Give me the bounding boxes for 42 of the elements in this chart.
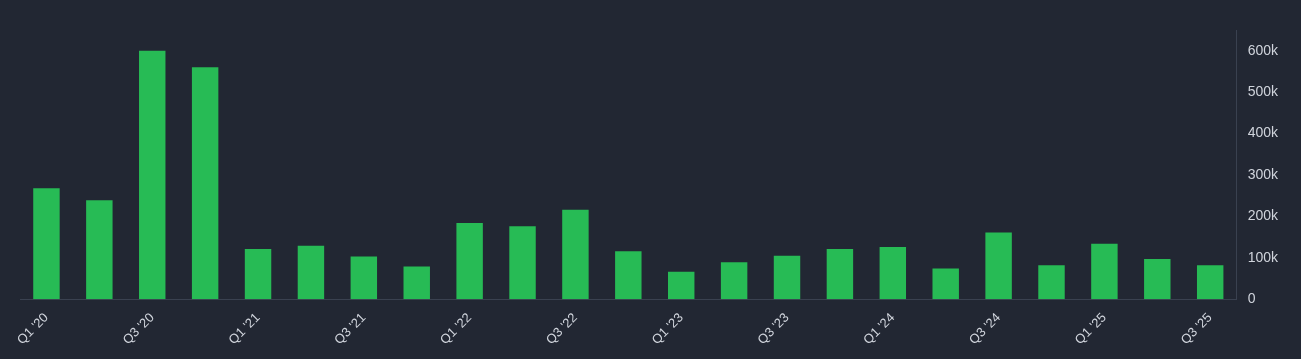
x-tick-label: Q3 '21 [331, 309, 369, 348]
bar [86, 200, 113, 300]
y-tick-label: 0 [1247, 290, 1256, 307]
bar [615, 251, 642, 300]
x-tick-label: Q1 '20 [13, 309, 52, 348]
bar [1196, 265, 1224, 300]
bar [244, 249, 272, 300]
y-tick-label: 500k [1247, 82, 1279, 99]
bar [879, 247, 907, 300]
x-tick-label: Q3 '22 [542, 309, 581, 348]
bar [297, 245, 325, 300]
bar [985, 232, 1012, 300]
bar [932, 268, 959, 300]
bar [456, 222, 483, 300]
bar [350, 256, 378, 300]
bar [667, 271, 695, 300]
bar [1038, 265, 1065, 300]
x-tick-label: Q1 '24 [860, 309, 898, 348]
bar [33, 188, 60, 300]
bar [191, 67, 219, 300]
y-tick-label: 300k [1247, 165, 1279, 182]
y-tick-label: 200k [1247, 207, 1279, 224]
y-tick-label: 400k [1247, 124, 1279, 141]
y-tick-label: 600k [1247, 41, 1279, 58]
x-tick-label: Q3 '25 [1177, 309, 1215, 348]
x-tick-label: Q1 '23 [648, 309, 686, 348]
bar [1091, 243, 1118, 300]
x-tick-label: Q1 '21 [225, 309, 263, 348]
x-tick-label: Q3 '20 [119, 309, 157, 348]
x-tick-label: Q1 '25 [1071, 309, 1110, 348]
bar [720, 262, 748, 300]
bar [509, 226, 536, 300]
bar [1144, 259, 1171, 300]
bar [773, 255, 801, 300]
bar [403, 266, 430, 300]
bar [139, 50, 166, 300]
x-tick-label: Q3 '24 [965, 309, 1004, 348]
x-tick-label: Q1 '22 [436, 309, 475, 348]
y-tick-label: 100k [1247, 248, 1279, 265]
bar [826, 249, 854, 300]
x-tick-label: Q3 '23 [754, 309, 792, 348]
bar [562, 209, 589, 300]
